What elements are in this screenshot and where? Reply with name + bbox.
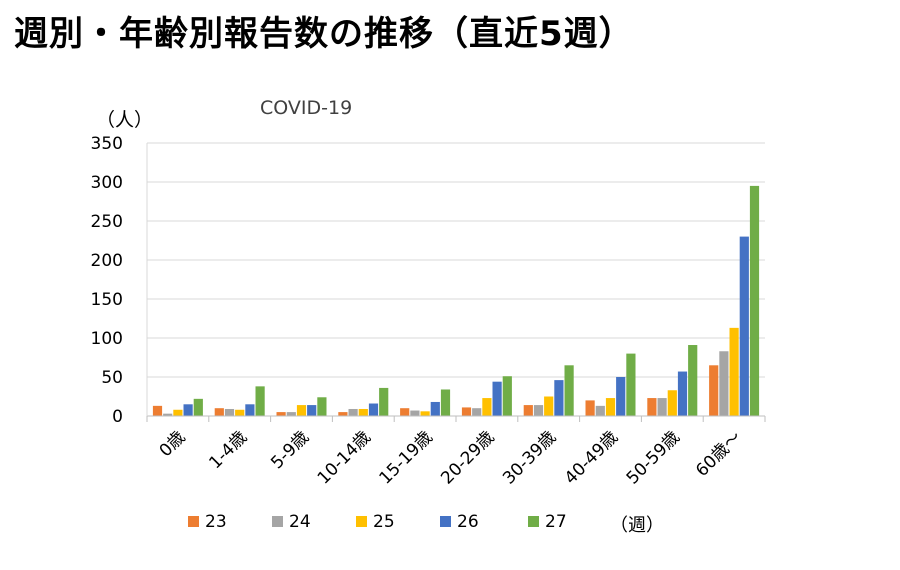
y-tick-label: 250 [91,212,123,232]
x-tick-labels: 0歳 1-4歳 5-9歳 10-14歳 15-19歳 20-29歳 30-39歳 40-49歳… [156,427,746,488]
bar-24-3 [348,408,358,416]
bar-25-2 [296,405,307,416]
x-tick-label: 0歳 [156,427,190,461]
bar-24-6 [533,405,544,416]
chart-title: COVID-19 [260,97,352,119]
bar-26-7 [616,377,626,416]
legend-swatch-26 [440,516,451,527]
bar-26-0 [183,404,193,416]
bar-26-6 [554,380,564,416]
y-tick-label: 150 [91,290,123,310]
bar-23-1 [214,408,224,416]
bar-26-4 [430,401,440,416]
bar-23-8 [647,398,657,416]
bar-27-8 [688,345,698,416]
bar-26-1 [245,404,255,416]
bar-27-6 [564,365,574,416]
bar-26-5 [492,381,502,416]
bar-23-3 [338,412,348,416]
bars [152,185,760,416]
y-tick-label: 200 [91,251,123,271]
legend-swatch-23 [188,516,199,527]
bar-27-3 [379,387,389,416]
legend: 23 24 25 26 27 [188,512,567,532]
bar-24-9 [719,351,729,416]
bar-25-7 [605,398,616,416]
bar-23-7 [585,400,595,416]
bar-25-5 [482,398,492,416]
legend-label-23: 23 [205,512,227,532]
bar-25-0 [173,409,183,416]
bar-24-8 [657,398,667,416]
bar-26-9 [739,236,749,416]
y-tick-labels: 0 50 100 150 200 250 300 350 [91,134,123,427]
legend-swatch-24 [272,516,283,527]
x-tick-label: 40-49歳 [561,427,622,488]
bar-25-6 [544,396,554,416]
x-tick-label: 20-29歳 [437,427,498,488]
bar-27-5 [502,376,512,416]
x-tick-label: 5-9歳 [267,427,313,473]
bar-27-0 [193,398,203,416]
bar-23-9 [709,365,719,416]
legend-swatch-27 [528,516,539,527]
x-tick-label: 30-39歳 [499,427,560,488]
page-title: 週別・年齢別報告数の推移（直近5週） [14,14,634,54]
x-tick-label: 1-4歳 [205,427,251,473]
bar-23-0 [152,405,163,416]
y-tick-label: 350 [91,134,123,154]
x-tick-label: 50-59歳 [623,427,684,488]
bar-24-7 [595,405,605,416]
bar-26-8 [677,371,688,416]
bar-26-2 [307,405,317,416]
legend-label-25: 25 [373,512,395,532]
bar-24-4 [410,410,420,416]
bar-24-1 [224,408,235,416]
y-axis-label: （人） [96,109,153,131]
legend-label-24: 24 [289,512,311,532]
legend-label-27: 27 [545,512,567,532]
bar-24-5 [472,408,482,416]
bar-24-0 [163,413,173,416]
bar-27-9 [749,185,760,416]
gridlines [147,142,765,378]
y-tick-label: 100 [91,329,123,349]
y-tick-label: 0 [112,407,123,427]
bar-23-6 [523,405,533,416]
x-tick-label: 60歳～ [692,427,745,480]
bar-25-4 [420,411,430,416]
bar-24-2 [286,412,296,416]
bar-23-2 [276,412,286,416]
bar-25-9 [729,327,739,416]
y-tick-label: 50 [101,368,123,388]
legend-title: （週） [610,515,664,536]
y-tick-label: 300 [91,173,123,193]
x-tick-label: 10-14歳 [314,427,375,488]
bar-25-1 [235,409,245,416]
bar-26-3 [368,403,379,416]
bar-25-8 [667,390,677,416]
bar-23-4 [400,408,410,416]
legend-label-26: 26 [457,512,479,532]
bar-27-4 [440,389,451,416]
x-tick-label: 15-19歳 [376,427,437,488]
legend-swatch-25 [356,516,367,527]
bar-23-5 [461,407,472,416]
bar-25-3 [358,408,368,416]
bar-27-7 [626,353,636,416]
bar-27-2 [317,397,327,416]
bar-27-1 [255,386,265,416]
axes [146,143,766,422]
